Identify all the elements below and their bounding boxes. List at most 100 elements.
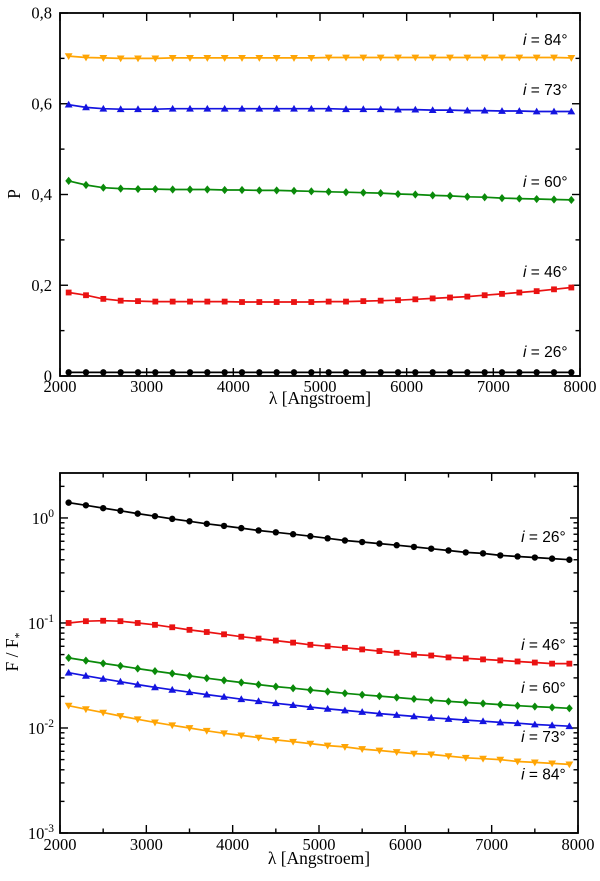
x-tick-label: 5000 — [303, 835, 336, 854]
marker-i-46 — [134, 620, 141, 626]
marker-i-46 — [464, 293, 471, 300]
marker-i-46 — [499, 290, 505, 297]
marker-i-46 — [566, 660, 573, 667]
marker-i-60 — [565, 704, 573, 713]
marker-i-73 — [446, 106, 454, 114]
marker-i-73 — [498, 107, 506, 114]
x-tick-label: 4000 — [217, 377, 250, 396]
marker-i-73 — [532, 107, 541, 115]
marker-i-73 — [237, 695, 246, 703]
marker-i-26 — [100, 369, 107, 376]
marker-i-26 — [393, 542, 400, 549]
marker-i-60 — [203, 674, 211, 683]
marker-i-73 — [428, 106, 437, 114]
marker-i-84 — [255, 55, 264, 62]
x-tick-label: 3000 — [130, 377, 163, 396]
marker-i-84 — [271, 737, 280, 744]
curve-i-46 — [68, 619, 570, 665]
marker-i-84 — [323, 742, 332, 750]
marker-i-60 — [151, 184, 159, 194]
marker-i-60 — [411, 190, 419, 199]
marker-i-46 — [568, 284, 575, 291]
series-i-84: i = 84° — [64, 702, 574, 784]
marker-i-26 — [394, 369, 402, 376]
series-i-46: i = 46° — [65, 264, 575, 305]
curve-i-26 — [68, 501, 570, 561]
marker-i-84 — [64, 702, 73, 710]
chart-relative-flux-vs-wavelength: 2000 3000 4000 5000 6000 7000 8000 100 10-1 10-2 1… — [2, 472, 595, 868]
marker-i-60 — [151, 667, 159, 676]
marker-i-26 — [568, 369, 575, 376]
marker-i-60 — [359, 188, 367, 197]
marker-i-84 — [116, 713, 125, 720]
marker-i-46 — [447, 294, 453, 301]
marker-i-84 — [446, 54, 454, 62]
marker-i-60 — [463, 192, 471, 201]
marker-i-84 — [411, 54, 420, 62]
y-tick-label: 0,8 — [31, 4, 52, 23]
marker-i-46 — [412, 296, 419, 303]
marker-i-26 — [376, 540, 383, 547]
marker-i-73 — [427, 713, 436, 721]
marker-i-73 — [272, 104, 281, 112]
marker-i-26 — [514, 553, 521, 560]
marker-i-46 — [83, 292, 89, 299]
marker-i-60 — [134, 184, 142, 194]
marker-i-84 — [375, 747, 384, 755]
marker-i-46 — [377, 297, 384, 304]
y-tick-label: 0,2 — [31, 276, 52, 295]
x-tick-label: 2000 — [44, 835, 77, 854]
marker-i-46 — [169, 624, 176, 631]
marker-i-73 — [342, 105, 350, 113]
marker-i-60 — [498, 194, 506, 203]
marker-i-26 — [152, 369, 159, 376]
marker-i-84 — [168, 722, 177, 730]
marker-i-26 — [566, 556, 573, 563]
marker-i-26 — [117, 507, 124, 514]
x-axis-title: λ [Angstroem] — [268, 848, 370, 868]
marker-i-60 — [479, 699, 487, 708]
marker-i-26 — [377, 369, 384, 376]
marker-i-46 — [551, 286, 557, 293]
marker-i-46 — [497, 657, 504, 664]
marker-i-60 — [168, 669, 176, 678]
marker-i-46 — [117, 297, 124, 304]
marker-i-73 — [82, 671, 90, 679]
marker-i-84 — [185, 725, 194, 732]
marker-i-84 — [220, 730, 228, 738]
marker-i-26 — [307, 533, 314, 540]
marker-i-73 — [394, 105, 402, 113]
marker-i-46 — [445, 654, 452, 661]
marker-i-60 — [82, 656, 90, 665]
marker-i-73 — [480, 106, 489, 114]
marker-i-46 — [324, 643, 331, 650]
marker-i-46 — [343, 298, 349, 305]
marker-i-60 — [289, 684, 297, 693]
marker-i-84 — [99, 55, 108, 62]
ticks — [59, 473, 579, 834]
marker-i-84 — [376, 54, 385, 62]
marker-i-73 — [116, 105, 125, 113]
y-tick-label: 10-1 — [28, 613, 54, 633]
marker-i-46 — [325, 298, 332, 305]
marker-i-60 — [531, 702, 539, 711]
marker-i-73 — [392, 711, 401, 718]
marker-i-26 — [186, 369, 194, 376]
marker-i-73 — [64, 100, 73, 108]
marker-i-84 — [272, 55, 281, 62]
marker-i-26 — [272, 529, 280, 536]
marker-i-73 — [133, 680, 142, 688]
marker-i-60 — [358, 690, 366, 699]
marker-i-46 — [393, 649, 400, 656]
marker-i-26 — [289, 531, 297, 538]
y-axis-title: F / F* — [2, 632, 26, 671]
marker-i-84 — [479, 755, 487, 763]
marker-i-73 — [515, 107, 524, 114]
marker-i-46 — [204, 298, 211, 305]
marker-i-26 — [238, 524, 245, 532]
marker-i-26 — [169, 515, 176, 523]
marker-i-26 — [497, 552, 504, 559]
marker-i-60 — [429, 191, 437, 200]
marker-i-84 — [548, 760, 556, 768]
marker-i-26 — [82, 369, 90, 376]
